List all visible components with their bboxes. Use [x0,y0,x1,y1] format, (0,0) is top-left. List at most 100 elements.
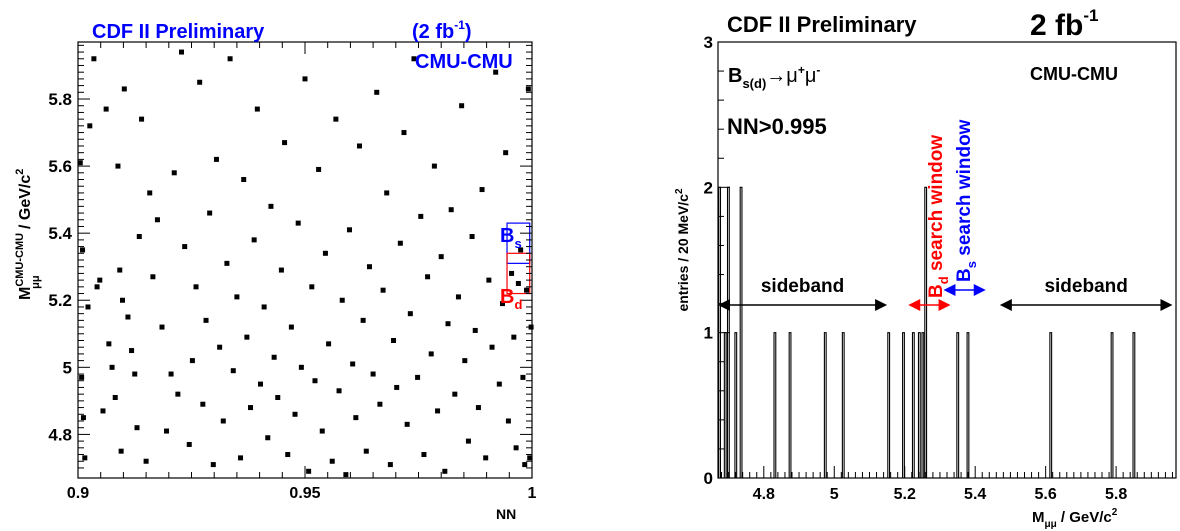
bs-search-box [506,222,531,264]
scatter-point [411,56,417,62]
scatter-point [316,166,322,172]
bd-window-arrow-head-right [938,299,951,311]
x-tick-label: 4.8 [753,486,775,503]
scatter-point [394,384,400,390]
scatter-point [469,234,475,240]
scatter-point [407,311,413,317]
y-tick-label: 3 [704,33,713,52]
nn-cut-label: NN>0.995 [727,114,827,139]
x-tick-label: 5.4 [964,486,986,503]
scatter-point [227,56,233,62]
x-tick-label: 0.9 [67,485,89,502]
scatter-luminosity: (2 fb-1) [412,18,472,43]
scatter-point [100,408,106,414]
scatter-point [80,247,86,253]
histogram-luminosity: 2 fb-1 [1030,6,1098,42]
scatter-point [353,415,359,421]
scatter-point [465,438,471,444]
scatter-point [85,304,91,310]
scatter-point [91,56,97,62]
scatter-point [415,374,421,380]
scatter-point [374,89,380,95]
scatter-point [524,287,530,293]
scatter-point [224,260,230,266]
scatter-point [486,277,492,283]
scatter-point [418,213,424,219]
scatter-point [103,106,109,112]
x-tick-label: 5 [830,486,839,503]
histogram-bin [823,332,827,478]
scatter-point [82,455,88,461]
histogram-bin [902,332,905,478]
scatter-point [356,143,362,149]
scatter-point [479,187,485,193]
bd-window-arrow-head-left [908,299,921,311]
scatter-point [193,284,199,290]
scatter-point [147,190,153,196]
scatter-point [505,418,511,424]
scatter-point [425,274,431,280]
sideband-right-label: sideband [1044,276,1127,297]
y-tick-label: 5.2 [48,291,72,310]
x-tick-label: 1 [528,485,537,502]
scatter-point [143,458,149,464]
histogram-bin [956,332,960,478]
scatter-point [520,374,526,380]
scatter-point [333,116,339,122]
scatter-point [139,116,145,122]
scatter-point [509,270,515,276]
scatter-point [94,284,100,290]
scatter-point [210,462,216,468]
scatter-point [268,203,274,209]
scatter-point [455,294,461,300]
scatter-point [109,364,115,370]
histogram-bin [966,332,970,478]
histogram-bin [924,186,928,478]
scatter-point [339,297,345,303]
scatter-point [346,227,352,233]
scatter-y-axis-label: MCMU-CMU μμ / GeV/c2 [14,169,42,300]
histogram-x-ticks: 4.8 5 5.2 5.4 5.6 5.8 [721,466,1173,503]
scatter-point [496,381,502,387]
scatter-point [525,86,531,92]
scatter-points [77,49,534,478]
scatter-point [97,277,103,283]
scatter-panel: 0.9 0.95 1 4.8 5 5.2 5.4 5.6 5.8 CDF II Prelimi… [14,18,537,522]
histogram-bin [1110,332,1114,478]
x-tick-label: 5.8 [1105,486,1127,503]
scatter-point [79,374,85,380]
scatter-point [278,267,284,273]
scatter-point [134,425,140,431]
scatter-point [150,274,156,280]
scatter-point [511,334,517,340]
scatter-point [387,462,393,468]
scatter-point [230,368,236,374]
bd-box-label: Bd [500,286,522,312]
scatter-point [472,327,478,333]
histogram-bin [739,186,743,478]
scatter-point [384,190,390,196]
scatter-point [119,297,125,303]
scatter-point [121,86,127,92]
scatter-point [132,371,138,377]
scatter-point [261,304,267,310]
scatter-point [350,361,356,367]
histogram-channel: CMU-CMU [1030,64,1118,84]
scatter-point [288,324,294,330]
scatter-point [171,170,177,176]
histogram-bin [911,332,915,478]
scatter-point [244,334,250,340]
bs-window-arrow-head-right [973,284,986,296]
scatter-point [513,445,519,451]
scatter-point [117,267,123,273]
scatter-point [459,103,465,109]
scatter-y-ticks: 4.8 5 5.2 5.4 5.6 5.8 [48,44,532,469]
scatter-point [168,371,174,377]
sideband-right-arrow-head-right [1160,299,1173,311]
scatter-point [452,391,458,397]
scatter-point [462,358,468,364]
scatter-point [493,69,499,75]
scatter-point [428,351,434,357]
scatter-point [503,150,509,156]
scatter-x-ticks: 0.9 0.95 1 [67,42,537,502]
